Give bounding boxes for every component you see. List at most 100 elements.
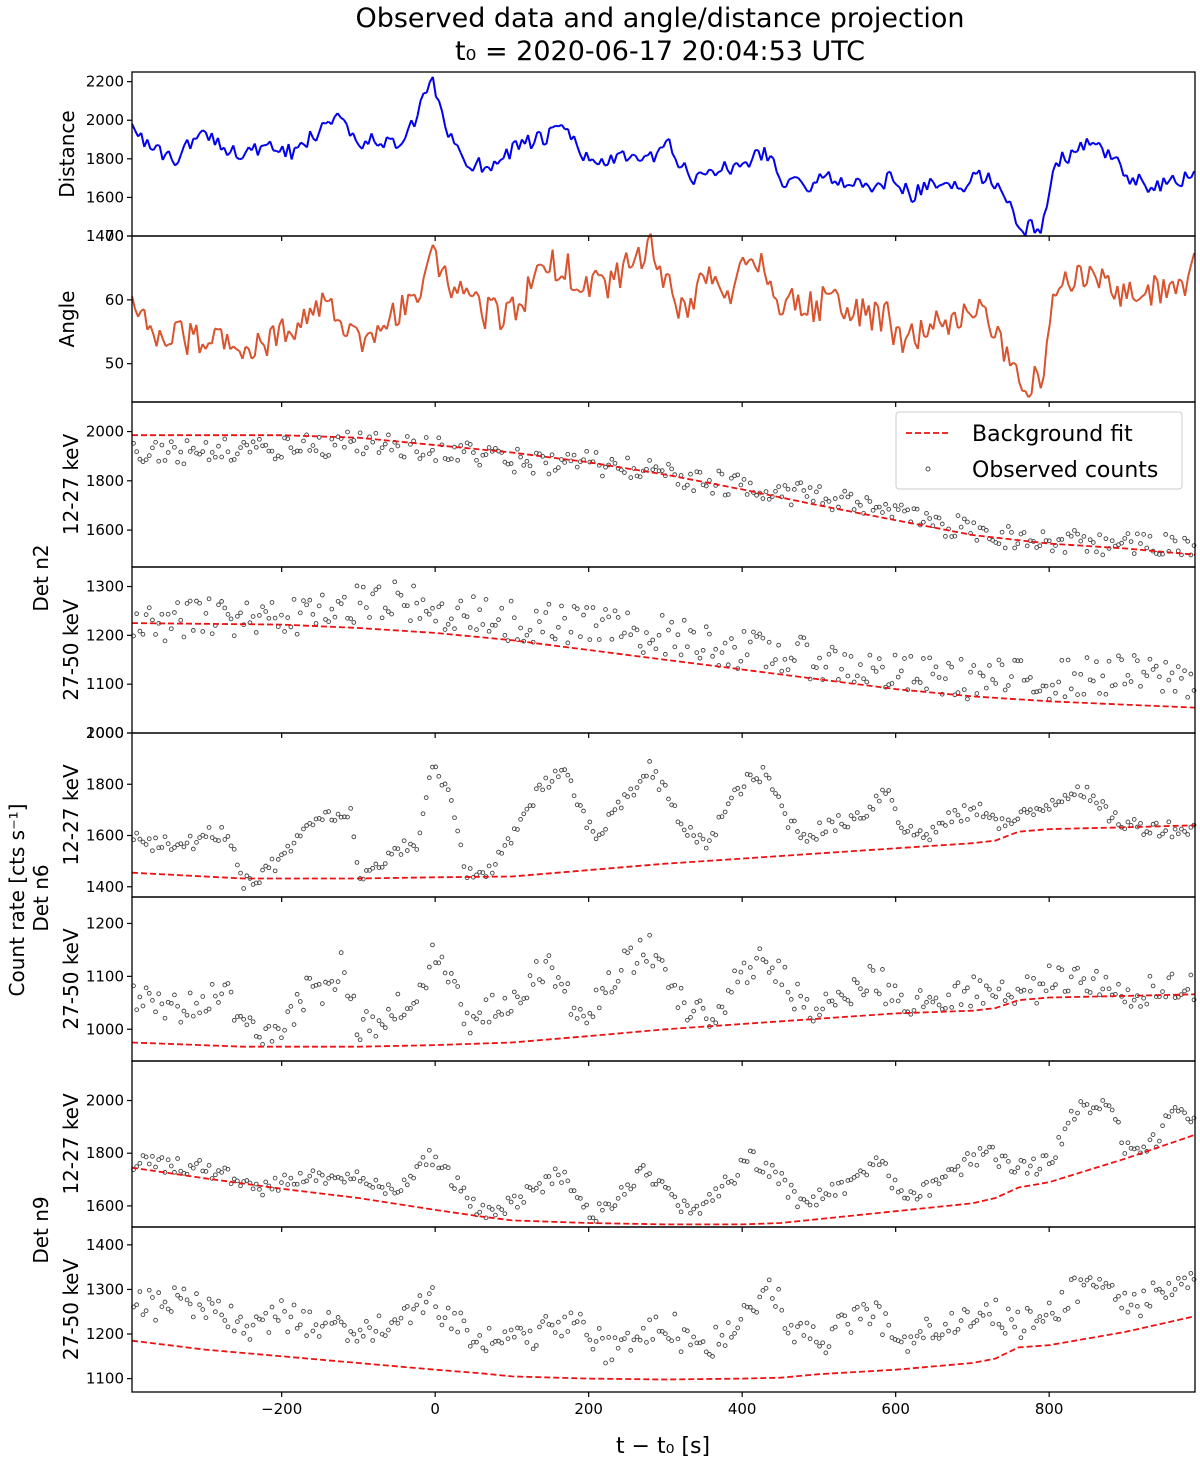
observed-count-point bbox=[732, 1331, 737, 1336]
observed-count-point bbox=[238, 1013, 243, 1019]
observed-count-point bbox=[137, 994, 143, 1000]
observed-count-point bbox=[1075, 531, 1080, 537]
angle-segment bbox=[757, 253, 763, 273]
observed-count-point bbox=[600, 986, 605, 991]
observed-count-point bbox=[414, 449, 420, 455]
angle-segment bbox=[982, 304, 986, 308]
observed-count-point bbox=[408, 1006, 413, 1011]
observed-count-point bbox=[757, 631, 763, 637]
observed-count-point bbox=[253, 444, 259, 450]
observed-count-point bbox=[688, 1342, 693, 1348]
observed-count-point bbox=[329, 978, 335, 984]
observed-count-point bbox=[433, 1304, 438, 1310]
angle-segment bbox=[1174, 278, 1180, 295]
distance-segment bbox=[1089, 141, 1094, 147]
observed-count-point bbox=[691, 1206, 697, 1212]
observed-count-point bbox=[1185, 1285, 1191, 1291]
observed-count-point bbox=[996, 986, 1002, 992]
distance-segment bbox=[296, 142, 302, 149]
angle-segment bbox=[256, 332, 262, 343]
observed-count-point bbox=[719, 650, 725, 655]
observed-count-point bbox=[543, 1174, 549, 1179]
observed-count-point bbox=[452, 1310, 457, 1316]
observed-count-point bbox=[1169, 834, 1175, 840]
observed-count-point bbox=[408, 1320, 413, 1326]
observed-count-point bbox=[1075, 784, 1080, 790]
observed-count-point bbox=[279, 1180, 284, 1185]
observed-count-point bbox=[537, 1324, 542, 1330]
angle-segment bbox=[809, 291, 815, 322]
observed-count-point bbox=[659, 468, 665, 473]
observed-count-point bbox=[845, 998, 851, 1003]
distance-segment bbox=[718, 169, 722, 173]
observed-count-point bbox=[313, 816, 319, 822]
distance-segment bbox=[1123, 174, 1127, 178]
observed-count-point bbox=[587, 1337, 593, 1343]
observed-count-point bbox=[672, 1311, 678, 1317]
distance-segment bbox=[223, 147, 229, 156]
observed-count-point bbox=[697, 998, 703, 1004]
distance-segment bbox=[1082, 138, 1088, 151]
observed-count-point bbox=[826, 999, 832, 1004]
observed-count-point bbox=[1056, 537, 1062, 542]
observed-count-point bbox=[376, 1018, 382, 1023]
observed-count-point bbox=[628, 786, 634, 792]
observed-count-point bbox=[348, 616, 354, 621]
observed-count-point bbox=[455, 1329, 461, 1335]
observed-count-point bbox=[1065, 796, 1071, 802]
angle-segment bbox=[168, 342, 173, 346]
observed-count-point bbox=[1015, 1309, 1021, 1315]
observed-count-point bbox=[386, 609, 391, 614]
observed-count-point bbox=[741, 960, 747, 966]
observed-count-point bbox=[832, 1324, 838, 1330]
observed-count-point bbox=[414, 1302, 420, 1308]
observed-count-point bbox=[335, 811, 341, 817]
observed-count-point bbox=[1087, 537, 1093, 543]
observed-count-point bbox=[1065, 1306, 1071, 1311]
observed-count-point bbox=[801, 635, 807, 641]
angle-segment bbox=[984, 306, 990, 325]
angle-segment bbox=[220, 328, 226, 350]
observed-count-point bbox=[864, 1172, 870, 1178]
angle-segment bbox=[425, 253, 431, 266]
observed-count-point bbox=[675, 1203, 681, 1208]
observed-count-point bbox=[1125, 672, 1131, 678]
observed-count-point bbox=[319, 592, 325, 598]
observed-count-point bbox=[618, 634, 624, 640]
distance-segment bbox=[803, 185, 809, 192]
observed-count-point bbox=[914, 676, 920, 682]
distance-segment bbox=[484, 165, 489, 169]
observed-count-point bbox=[587, 637, 593, 642]
observed-count-point bbox=[389, 1186, 394, 1192]
observed-count-point bbox=[420, 597, 426, 603]
observed-count-point bbox=[181, 1286, 187, 1292]
observed-count-point bbox=[304, 975, 309, 981]
observed-count-point bbox=[911, 506, 917, 512]
observed-count-point bbox=[445, 621, 451, 627]
observed-count-point bbox=[697, 1211, 703, 1216]
observed-count-point bbox=[763, 772, 769, 778]
observed-count-point bbox=[496, 617, 501, 623]
observed-count-point bbox=[873, 669, 879, 674]
observed-count-point bbox=[1002, 1153, 1008, 1159]
observed-count-point bbox=[1024, 1171, 1030, 1176]
observed-count-point bbox=[213, 454, 218, 460]
distance-segment bbox=[656, 146, 661, 154]
observed-count-point bbox=[489, 622, 495, 628]
angle-segment bbox=[1107, 275, 1113, 294]
observed-count-point bbox=[505, 1011, 511, 1016]
observed-count-point bbox=[1191, 1277, 1197, 1282]
observed-count-point bbox=[511, 1334, 517, 1340]
observed-count-point bbox=[272, 1023, 278, 1029]
observed-count-point bbox=[546, 1174, 552, 1179]
distance-segment bbox=[315, 131, 321, 142]
observed-count-point bbox=[335, 979, 341, 984]
observed-count-point bbox=[260, 1317, 265, 1323]
observed-count-point bbox=[382, 605, 388, 611]
observed-count-point bbox=[348, 806, 354, 811]
observed-count-point bbox=[338, 1176, 344, 1181]
distance-segment bbox=[318, 122, 324, 133]
observed-count-point bbox=[729, 1178, 734, 1184]
distance-segment bbox=[352, 132, 358, 142]
observed-count-point bbox=[162, 458, 168, 463]
